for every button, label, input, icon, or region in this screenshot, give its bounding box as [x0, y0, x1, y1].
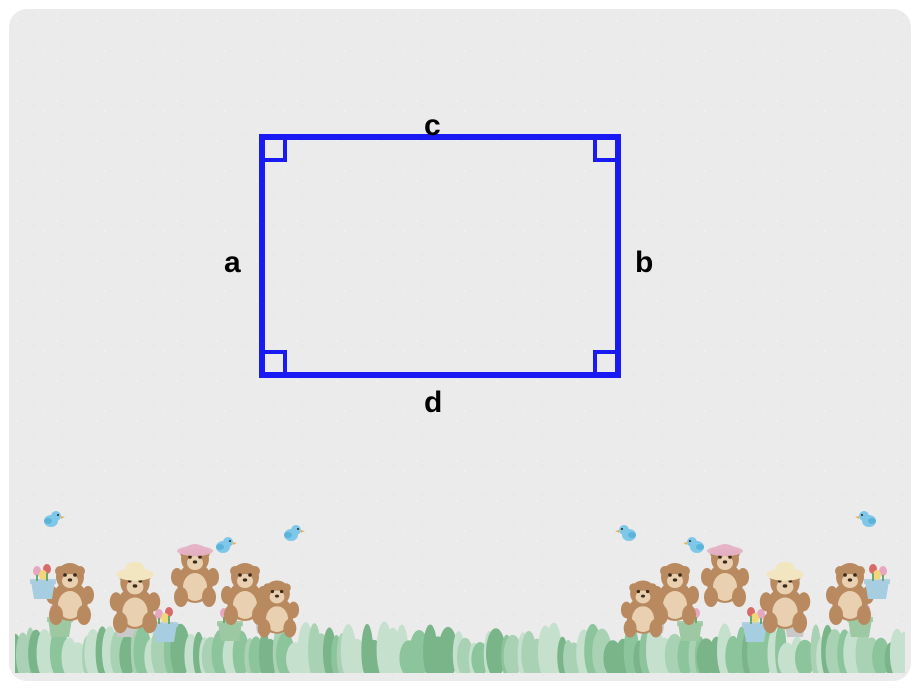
label-top: c	[424, 109, 441, 143]
rectangle-diagram	[259, 134, 621, 378]
label-left: a	[224, 246, 241, 280]
label-right: b	[635, 246, 653, 280]
right-angle-marker-tl	[265, 140, 287, 162]
rectangle-outline	[259, 134, 621, 378]
right-angle-marker-tr	[593, 140, 615, 162]
bear-group-right	[615, 489, 905, 649]
label-bottom: d	[424, 386, 442, 420]
slide-canvas: c b d a	[9, 9, 911, 681]
bear-group-left	[15, 489, 305, 649]
right-angle-marker-bl	[265, 350, 287, 372]
right-angle-marker-br	[593, 350, 615, 372]
